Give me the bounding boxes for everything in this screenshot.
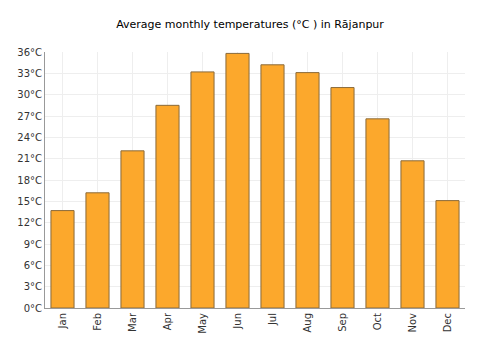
svg-text:18°C: 18°C xyxy=(17,175,42,186)
svg-text:3°C: 3°C xyxy=(24,281,42,292)
svg-text:27°C: 27°C xyxy=(17,111,42,122)
svg-text:33°C: 33°C xyxy=(17,68,42,79)
svg-text:9°C: 9°C xyxy=(24,239,42,250)
svg-text:24°C: 24°C xyxy=(17,132,42,143)
svg-text:Oct: Oct xyxy=(372,313,383,330)
svg-text:15°C: 15°C xyxy=(17,196,42,207)
svg-text:Mar: Mar xyxy=(127,312,138,332)
svg-text:Jul: Jul xyxy=(267,313,278,326)
svg-text:Average monthly temperatures (: Average monthly temperatures (°C ) in Rā… xyxy=(116,18,384,31)
svg-text:Jun: Jun xyxy=(232,313,243,330)
svg-text:Apr: Apr xyxy=(162,312,173,330)
svg-text:Aug: Aug xyxy=(302,313,313,333)
svg-text:May: May xyxy=(197,313,208,334)
svg-text:Jan: Jan xyxy=(57,313,68,329)
svg-text:Sep: Sep xyxy=(337,313,348,332)
svg-text:12°C: 12°C xyxy=(17,217,42,228)
svg-text:Nov: Nov xyxy=(407,313,418,333)
svg-text:36°C: 36°C xyxy=(17,47,42,58)
svg-text:6°C: 6°C xyxy=(24,260,42,271)
svg-text:Dec: Dec xyxy=(442,313,453,332)
svg-text:21°C: 21°C xyxy=(17,153,42,164)
svg-text:Feb: Feb xyxy=(92,313,103,331)
svg-text:0°C: 0°C xyxy=(24,303,42,314)
svg-text:30°C: 30°C xyxy=(17,89,42,100)
